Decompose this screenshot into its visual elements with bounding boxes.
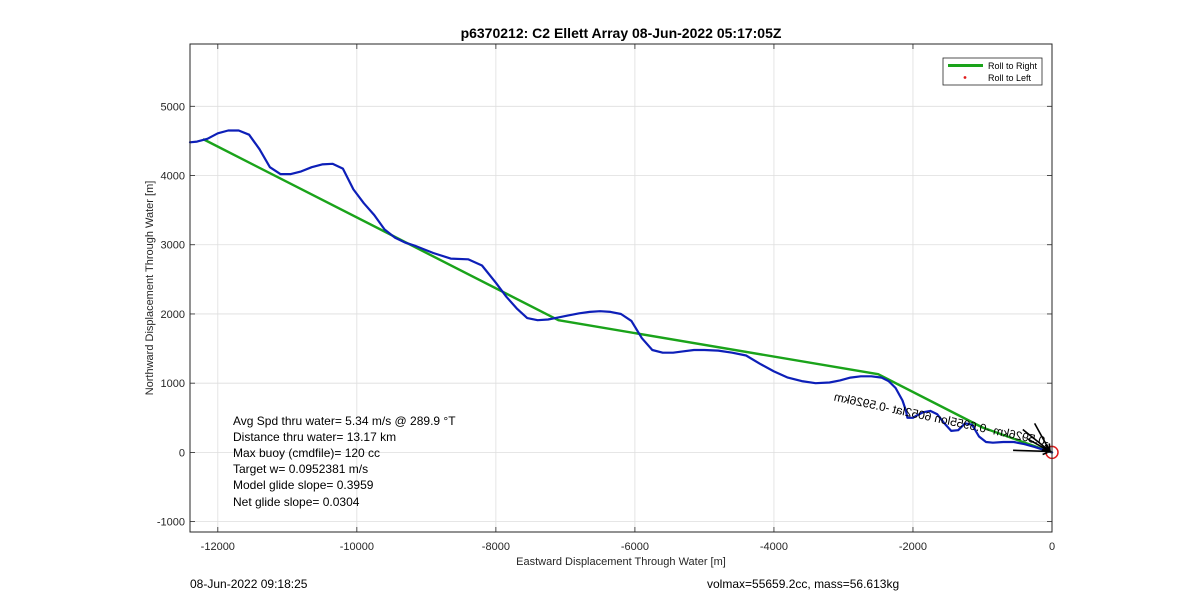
- arrow-layer: [1013, 422, 1052, 456]
- stats-box: Avg Spd thru water= 5.34 m/s @ 289.9 °T …: [233, 414, 456, 509]
- stat-avg-speed: Avg Spd thru water= 5.34 m/s @ 289.9 °T: [233, 414, 456, 428]
- footer-volmax-mass: volmax=55659.2cc, mass=56.613kg: [707, 577, 900, 591]
- x-tick-label-1: -10000: [340, 541, 374, 553]
- legend: Roll to Right Roll to Left: [942, 57, 1043, 86]
- y-tick-label-3: 2000: [161, 309, 185, 321]
- x-axis-label: Eastward Displacement Through Water [m]: [516, 556, 726, 568]
- stat-net-glide: Net glide slope= 0.0304: [233, 495, 360, 509]
- stat-distance: Distance thru water= 13.17 km: [233, 430, 396, 444]
- x-tick-label-0: -12000: [201, 541, 235, 553]
- y-tick-label-5: 4000: [161, 171, 185, 183]
- x-tick-label-5: -2000: [899, 541, 927, 553]
- axes-box: [189, 43, 1053, 533]
- stat-model-glide: Model glide slope= 0.3959: [233, 478, 374, 492]
- stat-max-buoy: Max buoy (cmdfile)= 120 cc: [233, 446, 380, 460]
- y-tick-label-1: 0: [179, 447, 185, 459]
- current-arrow-head-3: [1042, 443, 1051, 453]
- y-axis-label: Northward Displacement Through Water [m]: [144, 181, 156, 396]
- x-tick-label-4: -4000: [760, 541, 788, 553]
- series-track-line: [188, 129, 1054, 454]
- x-tick-label-6: 0: [1049, 541, 1055, 553]
- legend-box: [942, 57, 1043, 86]
- y-tick-label-4: 3000: [161, 240, 185, 252]
- y-tick-label-6: 5000: [161, 101, 185, 113]
- legend-label-roll-left: Roll to Left: [988, 73, 1032, 83]
- footer-timestamp: 08-Jun-2022 09:18:25: [190, 577, 308, 591]
- y-tick-label-2: 1000: [161, 378, 185, 390]
- x-tick-label-2: -8000: [482, 541, 510, 553]
- stat-target-w: Target w= 0.0952381 m/s: [233, 462, 368, 476]
- chart-title: p6370212: C2 Ellett Array 08-Jun-2022 05…: [461, 25, 782, 41]
- series-heading-line: [202, 138, 1054, 454]
- legend-swatch-roll-left: [963, 76, 967, 79]
- plot-area: [190, 44, 1052, 532]
- ticks: -12000 -10000 -8000 -6000 -4000 -2000 0-100001…: [157, 44, 1055, 553]
- y-tick-label-0: -1000: [157, 517, 185, 529]
- legend-label-roll-right: Roll to Right: [988, 61, 1038, 71]
- current-arrow-3: [1033, 422, 1051, 452]
- x-tick-label-3: -6000: [621, 541, 649, 553]
